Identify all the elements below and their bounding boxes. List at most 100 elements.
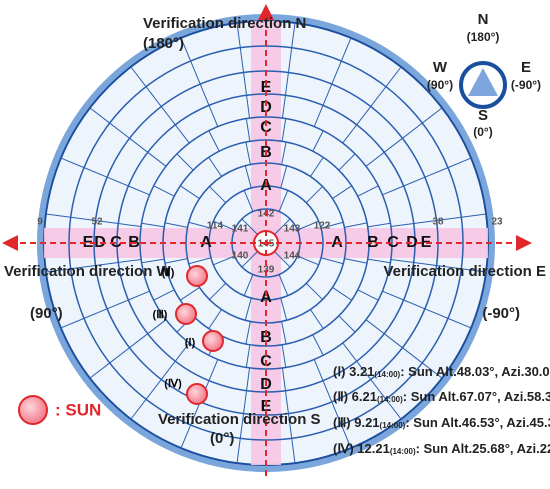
cell-number: 23 [491,217,503,228]
cell-number: 9 [37,217,43,228]
spoke [118,223,142,228]
spoke [390,258,414,263]
spoke [287,413,293,439]
zone-letter: C [110,234,122,251]
spoke [305,186,323,204]
spoke [356,360,372,380]
sun-values: : Sun Alt.25.68°, Azi.22.31° [416,441,550,456]
spoke [153,185,175,197]
spoke [385,398,402,420]
spoke [421,362,443,379]
spoke [403,176,426,187]
legend-sun [18,395,48,425]
spoke [244,297,252,321]
spoke [129,137,149,153]
spoke [209,186,227,204]
spoke [390,223,414,228]
spoke [281,344,287,368]
spoke [109,122,130,139]
spoke [106,176,129,187]
spoke [342,124,358,144]
zone-letter: A [200,234,212,251]
spoke [188,257,212,265]
spoke [284,72,289,96]
compass-s: S [478,107,488,124]
spoke [313,359,324,381]
spoke [188,221,212,229]
spoke [208,359,219,381]
spoke [209,282,227,300]
cell-number: 141 [232,224,249,235]
spoke [402,122,423,139]
spoke [141,222,165,228]
spoke [153,289,175,301]
spoke [291,22,296,48]
spoke [281,118,287,142]
spoke [310,309,324,329]
spoke [89,362,111,379]
spoke [45,268,71,273]
sun-values: : Sun Alt.48.03°, Azi.30.09° [400,364,550,379]
spoke [385,66,402,88]
sun-date: (Ⅲ) 9.21 [333,415,380,430]
spoke [297,255,319,266]
spoke [340,424,352,449]
spoke [280,165,288,189]
spoke [89,107,111,124]
cell-number: 140 [232,251,249,262]
sun-tag: (Ⅳ) [164,378,182,390]
spoke [365,151,385,167]
spoke [331,401,342,426]
south-deg: (0°) [210,430,234,447]
spoke [60,157,85,169]
spoke [164,258,188,264]
spoke [436,264,462,270]
spoke [322,380,333,403]
spoke [239,47,245,73]
zone-letter: C [387,234,399,251]
spoke [180,424,192,449]
spoke [357,289,379,301]
spoke [278,190,289,212]
spoke [367,222,391,228]
spoke [424,167,449,178]
sun-info: (Ⅳ) 12.21(14:00): Sun Alt.25.68°, Azi.22… [333,441,550,456]
spoke [305,282,323,300]
spoke [147,151,167,167]
spoke [382,185,404,196]
spoke [320,221,344,229]
zone-letter: C [260,119,272,136]
spoke [128,290,150,301]
spoke [243,190,254,212]
zone-letter: B [367,234,379,251]
spoke [280,297,288,321]
spoke [45,213,71,218]
spoke [83,308,108,319]
spoke [128,185,150,196]
sun-tag: (Ⅰ) [185,337,196,349]
compass-n: N [478,11,489,28]
spoke [60,317,85,329]
spoke [145,86,162,107]
spoke [208,309,222,329]
east-deg: (-90°) [482,305,520,322]
spoke [370,379,387,400]
spoke [297,220,319,231]
compass-e-deg: (-90°) [511,78,541,92]
sun-values: : Sun Alt.46.53°, Azi.45.39° [405,415,550,430]
spoke [141,258,165,264]
spoke [287,47,293,73]
spoke [332,287,352,301]
cell-number: 122 [314,221,331,232]
labels: Verification direction N (180°) Verifica… [4,15,546,447]
spoke [310,157,324,177]
spoke [338,315,356,333]
spoke [243,72,248,96]
spoke [174,124,190,144]
legend: : SUN [18,395,101,425]
spoke [332,185,352,199]
spoke [357,185,379,197]
compass: N (180°) W (90°) E (-90°) S (0°) [427,11,541,139]
zone-letter: E [83,234,94,251]
